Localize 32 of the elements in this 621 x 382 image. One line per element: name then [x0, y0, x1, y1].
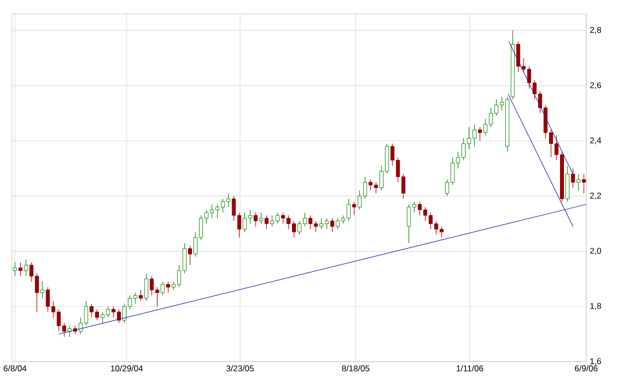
y-tick-label: 1,8 [590, 303, 602, 310]
y-tick-label: 2,6 [590, 82, 602, 90]
y-tick-label: 2,4 [590, 138, 602, 145]
x-tick-label: 10/29/04 [111, 365, 143, 372]
candlestick [478, 126, 482, 142]
candlestick [576, 174, 580, 192]
y-tick-label: 1,6 [590, 358, 602, 366]
y-tick-label: 2,0 [590, 248, 602, 255]
candlestick [68, 326, 72, 338]
x-tick-label: 1/11/06 [456, 365, 484, 372]
candlestick [24, 259, 28, 277]
x-tick-label: 6/9/06 [574, 365, 598, 372]
candlestick [330, 218, 334, 232]
candlestick [259, 212, 264, 224]
candlestick [18, 262, 22, 277]
candlestick [138, 290, 143, 302]
candlestick [40, 282, 44, 299]
candlestick [13, 262, 17, 277]
x-tick-label: 3/23/05 [226, 365, 254, 372]
candlestick [582, 174, 586, 194]
candlestick [144, 273, 148, 302]
candlestick [160, 282, 165, 296]
x-tick-label: 8/18/05 [342, 365, 370, 372]
y-tick-label: 2,8 [590, 27, 602, 34]
candlestick [264, 215, 269, 230]
candlestick [166, 282, 170, 294]
candlestick [188, 246, 192, 266]
y-tick-label: 2,2 [590, 192, 601, 200]
candlestick [254, 212, 258, 227]
x-tick-label: 6/8/04 [4, 365, 26, 372]
candlestick [570, 168, 575, 188]
candlestick [352, 202, 356, 216]
